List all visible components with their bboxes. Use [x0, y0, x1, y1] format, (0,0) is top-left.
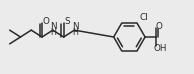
Text: S: S: [64, 17, 70, 26]
Text: O: O: [42, 17, 49, 26]
Text: Cl: Cl: [140, 13, 148, 22]
Text: N: N: [50, 22, 57, 31]
Text: O: O: [156, 22, 163, 31]
Text: OH: OH: [153, 44, 166, 53]
Text: N: N: [72, 22, 78, 31]
Text: H: H: [50, 28, 56, 37]
Text: H: H: [72, 28, 78, 37]
